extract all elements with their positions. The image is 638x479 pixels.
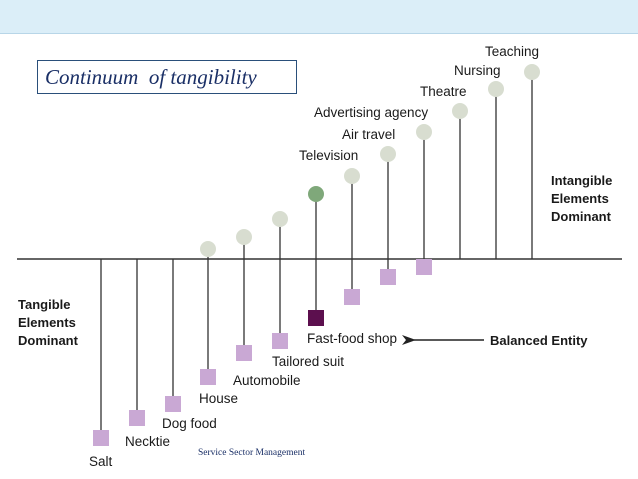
square-fast-food-shop (308, 310, 324, 326)
left-pole-line-3: Dominant (18, 333, 79, 348)
label-teaching: Teaching (485, 44, 539, 59)
upper-circle-1 (236, 229, 252, 245)
left-pole-line-2: Elements (18, 315, 76, 330)
lower-square-1 (380, 269, 396, 285)
square-tailored-suit (272, 333, 288, 349)
square-house (200, 369, 216, 385)
square-automobile (236, 345, 252, 361)
label-theatre: Theatre (420, 84, 467, 99)
square-salt (93, 430, 109, 446)
right-pole-line-2: Elements (551, 191, 609, 206)
upper-circle-0 (200, 241, 216, 257)
lower-square-0 (344, 289, 360, 305)
label-tailored-suit: Tailored suit (272, 354, 344, 369)
upper-circle-2 (272, 211, 288, 227)
label-house: House (199, 391, 238, 406)
circle-theatre (452, 103, 468, 119)
label-fast-food-shop: Fast-food shop (307, 331, 397, 346)
circle-air-travel (380, 146, 396, 162)
right-pole-line-3: Dominant (551, 209, 612, 224)
item-markers (93, 64, 540, 446)
label-automobile: Automobile (233, 373, 301, 388)
left-pole-line-1: Tangible (18, 297, 70, 312)
circle-nursing (488, 81, 504, 97)
circle-television (344, 168, 360, 184)
label-television: Television (299, 148, 358, 163)
label-dog-food: Dog food (162, 416, 217, 431)
slide-footer: Service Sector Management (198, 448, 306, 458)
square-dog-food (165, 396, 181, 412)
label-nursing: Nursing (454, 63, 501, 78)
label-salt: Salt (89, 454, 113, 469)
label-necktie: Necktie (125, 434, 170, 449)
slide-title: Continuum of tangibility (37, 60, 297, 94)
right-pole-line-1: Intangible (551, 173, 612, 188)
stem-lines (100, 72, 533, 438)
balanced-entity-label: Balanced Entity (490, 333, 588, 348)
circle-fast-food-shop (308, 186, 324, 202)
circle-advertising-agency (416, 124, 432, 140)
circle-teaching (524, 64, 540, 80)
item-labels: Salt Necktie Dog food House Automobile Tailor… (89, 44, 539, 469)
label-advertising-agency: Advertising agency (314, 105, 428, 120)
header-band (0, 0, 638, 34)
lower-square-2 (416, 259, 432, 275)
label-air-travel: Air travel (342, 127, 395, 142)
square-necktie (129, 410, 145, 426)
